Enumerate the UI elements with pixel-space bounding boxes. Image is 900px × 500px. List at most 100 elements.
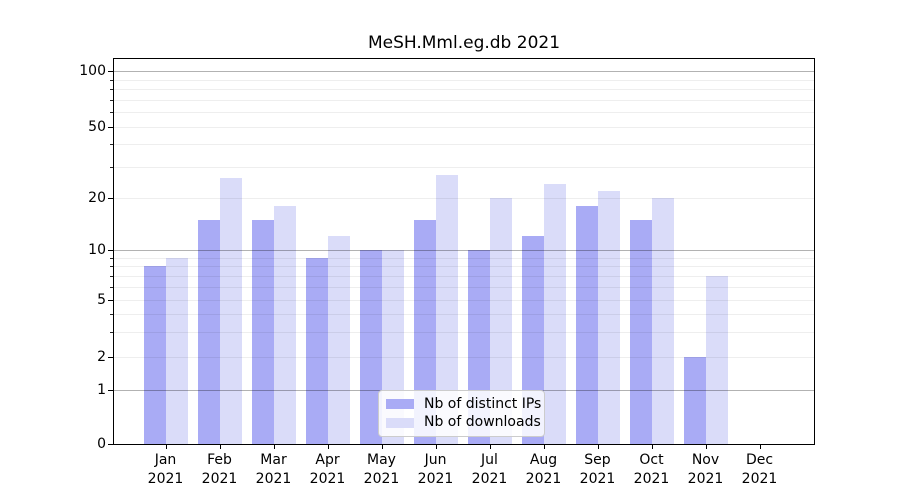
legend-entry-distinct-ips: Nb of distinct IPs: [386, 396, 541, 413]
bar-downloads-aug: [543, 183, 566, 444]
y-minor-tick-mark-90: [110, 80, 113, 81]
bar-distinct-ips-sep: [575, 205, 598, 444]
y-axis-tick-label-1: 1: [97, 382, 106, 398]
x-tick-mark-jan: [165, 445, 167, 449]
bar-downloads-jul: [489, 198, 512, 444]
gridline-minor-30: [114, 166, 814, 168]
y-minor-tick-mark-8: [110, 266, 113, 267]
y-axis-tick-label-50: 50: [88, 119, 106, 135]
gridline-minor-9: [114, 257, 814, 259]
y-tick-mark-2: [108, 357, 113, 358]
x-label-month: Jan: [154, 452, 177, 468]
x-label-year: 2021: [309, 471, 346, 487]
y-minor-tick-mark-9: [110, 258, 113, 259]
bar-distinct-ips-feb: [197, 219, 220, 444]
y-minor-tick-mark-6: [110, 287, 113, 288]
x-label-year: 2021: [201, 471, 238, 487]
y-axis-tick-label-5: 5: [97, 292, 106, 308]
x-label-month: Mar: [260, 452, 287, 468]
gridline-minor-70: [114, 99, 814, 101]
x-axis-tick-label-jan: Jan 2021: [126, 451, 206, 489]
x-axis-tick-label-sep: Sep 2021: [558, 451, 638, 489]
x-axis-tick-label-jul: Jul 2021: [450, 451, 530, 489]
y-minor-tick-mark-30: [110, 167, 113, 168]
x-label-year: 2021: [579, 471, 616, 487]
x-axis-tick-label-nov: Nov 2021: [666, 451, 746, 489]
x-label-month: Dec: [745, 452, 774, 468]
x-label-month: May: [367, 452, 396, 468]
x-tick-mark-feb: [219, 445, 221, 449]
x-label-year: 2021: [363, 471, 400, 487]
y-minor-tick-mark-3: [110, 332, 113, 333]
gridline-minor-40: [114, 144, 814, 146]
y-axis-tick-label-100: 100: [79, 63, 106, 79]
x-tick-mark-dec: [759, 445, 761, 449]
gridline-minor-4: [114, 313, 814, 315]
bar-downloads-apr: [327, 236, 350, 444]
x-tick-mark-may: [381, 445, 383, 449]
y-axis-tick-label-10: 10: [88, 242, 106, 258]
bar-downloads-jan: [165, 257, 188, 444]
x-label-year: 2021: [147, 471, 184, 487]
y-tick-mark-20: [108, 198, 113, 199]
x-tick-mark-jun: [435, 445, 437, 449]
x-axis-tick-label-jun: Jun 2021: [396, 451, 476, 489]
x-label-month: Sep: [584, 452, 611, 468]
x-label-month: Feb: [207, 452, 232, 468]
y-minor-tick-mark-60: [110, 112, 113, 113]
y-minor-tick-mark-4: [110, 314, 113, 315]
legend-entry-downloads: Nb of downloads: [386, 414, 541, 431]
y-minor-tick-mark-7: [110, 276, 113, 277]
bar-distinct-ips-may: [359, 250, 382, 444]
gridline-minor-90: [114, 79, 814, 81]
x-axis-tick-label-apr: Apr 2021: [288, 451, 368, 489]
y-tick-mark-10: [108, 250, 113, 251]
bar-downloads-oct: [651, 198, 674, 444]
legend-swatch-downloads-icon: [386, 417, 414, 428]
y-minor-tick-mark-80: [110, 89, 113, 90]
y-minor-tick-mark-40: [110, 144, 113, 145]
gridline-minor-20: [114, 198, 814, 199]
plot-area: [113, 58, 815, 445]
y-tick-mark-50: [108, 127, 113, 128]
bar-distinct-ips-jan: [143, 266, 166, 444]
bar-distinct-ips-mar: [251, 219, 274, 444]
x-label-month: Oct: [639, 452, 664, 468]
x-label-year: 2021: [525, 471, 562, 487]
x-label-year: 2021: [687, 471, 724, 487]
x-tick-mark-aug: [543, 445, 545, 449]
gridline-minor-2: [114, 357, 814, 358]
chart-title: MeSH.Mml.eg.db 2021: [367, 33, 561, 53]
legend: Nb of distinct IPs Nb of downloads: [378, 390, 545, 437]
x-axis-tick-label-feb: Feb 2021: [180, 451, 260, 489]
gridline-minor-60: [114, 112, 814, 114]
x-axis-tick-label-may: May 2021: [342, 451, 422, 489]
x-label-month: Apr: [315, 452, 340, 468]
x-label-month: Jul: [481, 452, 498, 468]
bar-downloads-feb: [219, 177, 242, 444]
gridline-minor-7: [114, 275, 814, 277]
x-tick-mark-apr: [327, 445, 329, 449]
bar-distinct-ips-apr: [305, 257, 328, 444]
bar-distinct-ips-nov: [683, 357, 706, 444]
gridline-minor-50: [114, 127, 814, 128]
gridline-major-100: [114, 71, 814, 72]
x-label-year: 2021: [633, 471, 670, 487]
legend-label-distinct-ips: Nb of distinct IPs: [424, 395, 542, 412]
bar-downloads-nov: [705, 275, 728, 444]
bar-distinct-ips-jun: [413, 219, 436, 444]
bar-downloads-sep: [597, 190, 620, 444]
x-label-month: Aug: [529, 452, 558, 468]
grid-layer: [114, 59, 814, 444]
x-label-year: 2021: [255, 471, 292, 487]
x-tick-mark-oct: [651, 445, 653, 449]
x-tick-mark-nov: [705, 445, 707, 449]
x-label-year: 2021: [417, 471, 454, 487]
legend-swatch-distinct-ips-icon: [386, 399, 414, 410]
y-axis-tick-label-0: 0: [97, 436, 106, 452]
bar-downloads-jun: [435, 174, 458, 444]
gridline-minor-6: [114, 286, 814, 288]
x-axis-tick-label-mar: Mar 2021: [234, 451, 314, 489]
y-tick-mark-1: [108, 390, 113, 391]
legend-label-downloads: Nb of downloads: [424, 414, 541, 431]
